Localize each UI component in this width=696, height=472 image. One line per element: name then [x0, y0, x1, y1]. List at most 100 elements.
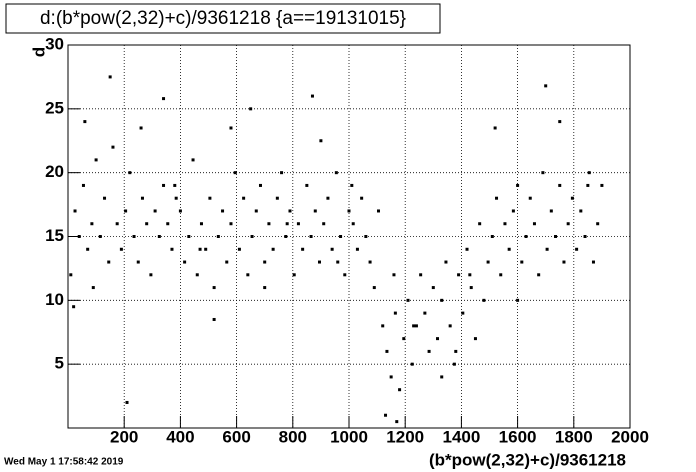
point [410, 362, 414, 366]
point [107, 260, 111, 264]
x-tick-label: 800 [279, 427, 307, 446]
point [395, 420, 399, 424]
point [461, 311, 465, 315]
point [473, 337, 477, 341]
point [288, 209, 292, 213]
point [292, 273, 296, 277]
point [516, 183, 520, 187]
point [482, 298, 486, 302]
point [263, 260, 267, 264]
point [537, 273, 541, 277]
x-tick-label: 200 [110, 427, 138, 446]
point [583, 235, 587, 238]
y-tick-label: 5 [55, 354, 64, 373]
point [486, 260, 490, 264]
point [507, 247, 511, 251]
point [249, 107, 253, 111]
point [317, 260, 321, 264]
point [339, 235, 343, 238]
point [309, 235, 313, 238]
point [330, 247, 334, 251]
point [204, 247, 208, 251]
point [343, 273, 347, 277]
x-tick-label: 600 [222, 427, 250, 446]
point [545, 247, 549, 251]
point [541, 171, 545, 175]
point [465, 247, 469, 251]
point [162, 183, 166, 187]
y-tick-label: 25 [45, 98, 64, 117]
point [139, 126, 143, 130]
point [478, 222, 482, 226]
point [448, 324, 452, 328]
point [452, 362, 456, 366]
point [524, 235, 528, 238]
footer-date: Wed May 1 17:58:42 2019 [4, 457, 124, 468]
point [516, 298, 520, 302]
x-tick-label: 400 [166, 427, 194, 446]
chart-title: d:(b*pow(2,32)+c)/9361218 {a==19131015} [40, 8, 406, 29]
point [191, 158, 195, 162]
y-axis-label: d [29, 47, 48, 57]
point [242, 196, 246, 200]
point [544, 84, 548, 88]
point [528, 196, 532, 200]
point [440, 298, 444, 302]
point [119, 247, 123, 251]
point [225, 260, 229, 264]
point [436, 337, 440, 341]
point [579, 209, 583, 213]
point [246, 273, 250, 277]
point [440, 375, 444, 379]
point [81, 183, 85, 187]
point [115, 222, 119, 226]
point [111, 145, 115, 149]
point [145, 222, 149, 226]
point [284, 235, 288, 238]
point [103, 196, 107, 200]
point [412, 324, 416, 328]
point [162, 97, 166, 101]
point [195, 273, 199, 277]
point [566, 222, 570, 226]
point [237, 247, 241, 251]
point [554, 235, 558, 238]
point [368, 260, 372, 264]
point [258, 183, 262, 187]
point [178, 209, 182, 213]
point [351, 222, 355, 226]
point [381, 324, 385, 328]
point [166, 222, 170, 226]
point [319, 139, 323, 143]
point [108, 75, 112, 79]
point [305, 183, 309, 187]
point [132, 235, 136, 238]
point [310, 94, 314, 98]
point [406, 298, 410, 302]
point [385, 349, 389, 353]
point [468, 273, 472, 277]
point [334, 171, 338, 175]
point [187, 235, 191, 238]
point [301, 247, 305, 251]
point [254, 209, 258, 213]
point [157, 235, 161, 238]
point [336, 260, 340, 264]
x-axis-label: (b*pow(2,32)+c)/9361218 [429, 450, 626, 469]
point [454, 349, 458, 353]
point [271, 247, 275, 251]
point [322, 222, 326, 226]
y-tick-label: 10 [45, 290, 64, 309]
point [558, 183, 562, 187]
point [174, 196, 178, 200]
point [360, 196, 364, 200]
point [198, 247, 202, 251]
x-tick-label: 1400 [442, 427, 480, 446]
point [128, 171, 132, 175]
point [444, 260, 448, 264]
point [402, 337, 406, 341]
point [280, 171, 284, 175]
point [275, 196, 279, 200]
x-tick-label: 1600 [499, 427, 537, 446]
point [125, 400, 129, 404]
